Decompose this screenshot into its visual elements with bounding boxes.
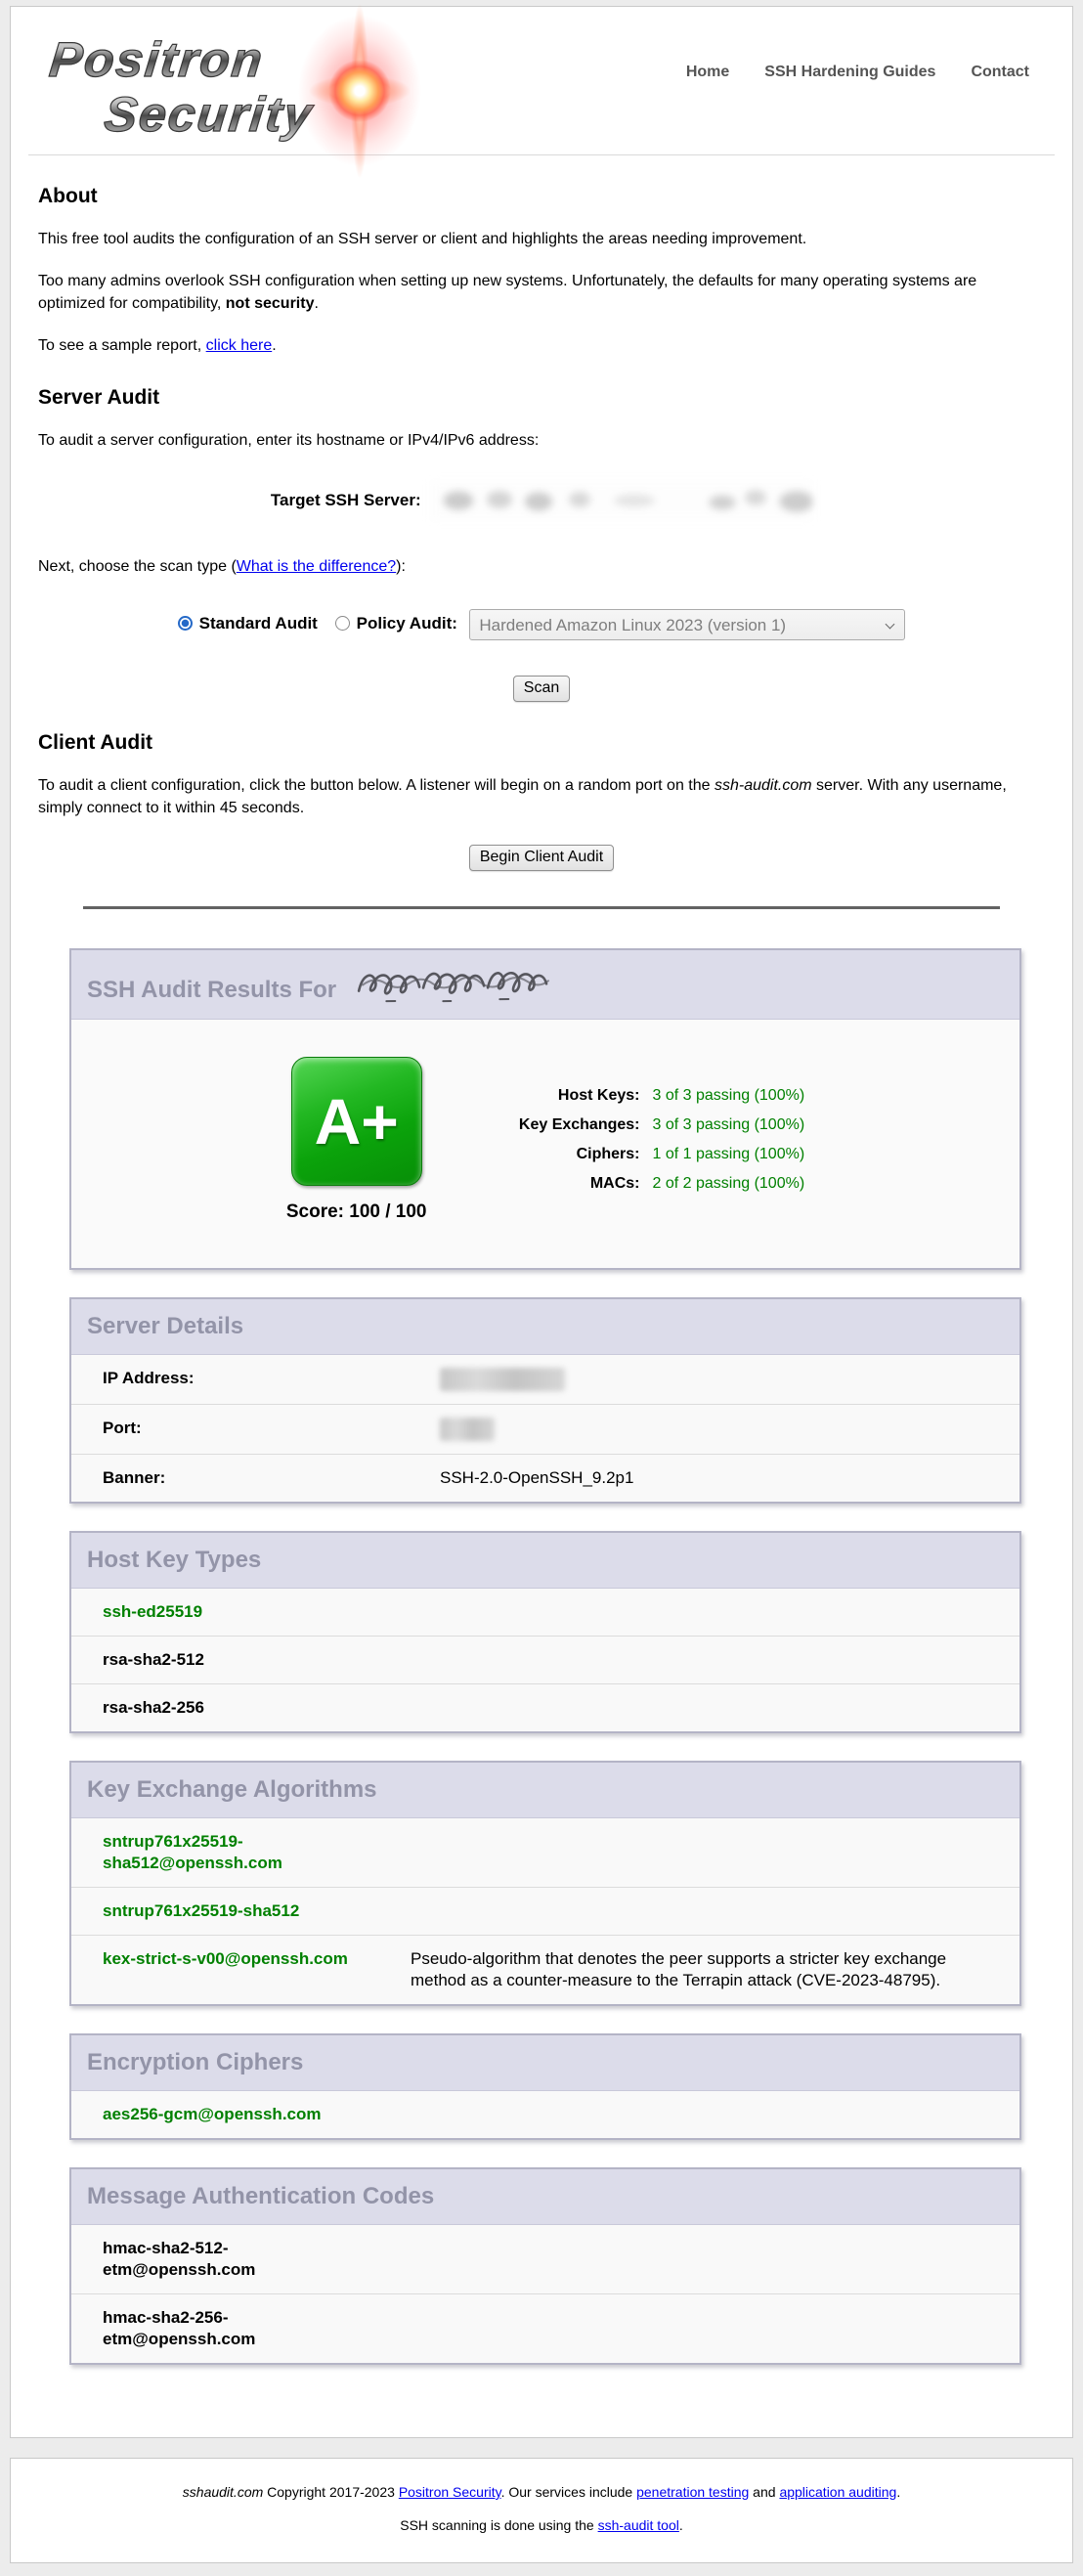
scan-button[interactable]: Scan (512, 676, 571, 702)
table-row: rsa-sha2-256 (71, 1683, 1019, 1731)
target-server-row: Target SSH Server: (38, 481, 1045, 520)
table-row: Port: (71, 1404, 1019, 1455)
kex-item: sntrup761x25519-sha512@openssh.com (103, 1832, 282, 1872)
target-server-input[interactable] (431, 481, 813, 520)
kex-item: sntrup761x25519-sha512 (71, 1887, 379, 1936)
site-footer: sshaudit.com Copyright 2017-2023 Positro… (10, 2458, 1073, 2563)
detail-label-ip: IP Address: (103, 1369, 195, 1387)
ssh-audit-tool-link[interactable]: ssh-audit tool (597, 2517, 679, 2533)
host-key-types-header: Host Key Types (71, 1533, 1019, 1589)
results-panel-header: SSH Audit Results For (71, 950, 1019, 1020)
table-row: ssh-ed25519 (71, 1589, 1019, 1637)
server-details-header: Server Details (71, 1299, 1019, 1355)
score-label: Score: 100 / 100 (285, 1201, 427, 1222)
redacted-port-value (440, 1418, 495, 1441)
server-audit-intro: To audit a server configuration, enter i… (38, 432, 540, 449)
results-panel: SSH Audit Results For A+ Score: 100 / 10… (69, 948, 1021, 1270)
standard-audit-radio[interactable] (177, 616, 193, 632)
scan-type-difference-link[interactable]: What is the difference? (236, 558, 397, 575)
results-stats: Host Keys: 3 of 3 passing (100%) Key Exc… (484, 1081, 805, 1199)
footer-domain: sshaudit.com (182, 2484, 264, 2500)
scan-type-paragraph: Next, choose the scan type (What is the … (38, 558, 406, 575)
nav-contact[interactable]: Contact (971, 64, 1029, 80)
detail-value-port (409, 1404, 1019, 1455)
stats-row-key-exchanges: Key Exchanges: 3 of 3 passing (100%) (518, 1116, 805, 1133)
footer-line-1: sshaudit.com Copyright 2017-2023 Positro… (182, 2484, 901, 2500)
table-row: Banner: SSH-2.0-OpenSSH_9.2p1 (71, 1454, 1019, 1502)
policy-audit-label[interactable]: Policy Audit: (356, 614, 457, 633)
detail-label-port: Port: (71, 1404, 409, 1455)
stats-row-macs: MACs: 2 of 2 passing (100%) (589, 1175, 805, 1192)
server-audit-heading: Server Audit (38, 386, 160, 409)
penetration-testing-link[interactable]: penetration testing (636, 2484, 750, 2500)
client-audit-heading: Client Audit (38, 731, 153, 754)
redacted-ip-value (440, 1368, 565, 1391)
policy-audit-radio[interactable] (334, 616, 350, 632)
sample-report-paragraph: To see a sample report, click here. (38, 337, 277, 354)
detail-value-banner: SSH-2.0-OpenSSH_9.2p1 (409, 1454, 1019, 1502)
nav-ssh-hardening-guides[interactable]: SSH Hardening Guides (764, 64, 936, 80)
table-row: kex-strict-s-v00@openssh.com Pseudo-algo… (71, 1935, 1019, 2004)
main-container: Positron Security Home SSH Hardening Gui… (10, 0, 1073, 2438)
macs-panel: Message Authentication Codes hmac-sha2-5… (69, 2167, 1021, 2365)
about-heading: About (38, 185, 98, 207)
ssh-audit-domain: ssh-audit.com (714, 777, 812, 794)
logo-text-security: Security (101, 86, 491, 142)
policy-select-wrap: Hardened Amazon Linux 2023 (version 1) (469, 609, 906, 640)
key-exchange-header: Key Exchange Algorithms (71, 1763, 1019, 1818)
logo-text-positron: Positron (46, 31, 267, 87)
table-row: hmac-sha2-256-etm@openssh.com (71, 2293, 1019, 2363)
table-row: rsa-sha2-512 (71, 1636, 1019, 1684)
encryption-ciphers-header: Encryption Ciphers (71, 2035, 1019, 2091)
server-details-panel: Server Details IP Address: Port: Banner:… (69, 1297, 1021, 1504)
sample-report-link[interactable]: click here (205, 337, 273, 354)
client-audit-paragraph: To audit a client configuration, click t… (38, 777, 1007, 816)
host-key-types-panel: Host Key Types ssh-ed25519 rsa-sha2-512 … (69, 1531, 1021, 1733)
positron-security-link[interactable]: Positron Security (398, 2484, 501, 2500)
policy-select[interactable]: Hardened Amazon Linux 2023 (version 1) (469, 609, 906, 640)
results-body: A+ Score: 100 / 100 Host Keys: 3 of 3 pa… (71, 1020, 1019, 1268)
key-exchange-panel: Key Exchange Algorithms sntrup761x25519-… (69, 1761, 1021, 2006)
cipher-item: aes256-gcm@openssh.com (103, 2105, 322, 2123)
about-paragraph-2: Too many admins overlook SSH configurati… (38, 273, 977, 312)
grade-column: A+ Score: 100 / 100 (286, 1057, 427, 1223)
not-security-emphasis: not security (225, 295, 315, 312)
nav-home[interactable]: Home (685, 64, 730, 80)
section-divider (83, 906, 1000, 909)
detail-value-ip (409, 1355, 1019, 1405)
standard-audit-label[interactable]: Standard Audit (198, 614, 318, 633)
host-key-item: ssh-ed25519 (103, 1602, 203, 1621)
mac-item: hmac-sha2-256-etm@openssh.com (71, 2293, 379, 2363)
site-header: Positron Security Home SSH Hardening Gui… (28, 0, 1055, 216)
scan-type-options: Standard Audit Policy Audit: Hardened Am… (38, 609, 1045, 640)
about-paragraph-1: This free tool audits the configuration … (38, 231, 807, 247)
begin-client-audit-button[interactable]: Begin Client Audit (468, 845, 615, 871)
stats-row-ciphers: Ciphers: 1 of 1 passing (100%) (576, 1146, 805, 1162)
host-key-item: rsa-sha2-256 (71, 1683, 379, 1731)
kex-item: kex-strict-s-v00@openssh.com (71, 1935, 379, 2004)
host-key-item: rsa-sha2-512 (71, 1636, 379, 1684)
stats-row-host-keys: Host Keys: 3 of 3 passing (100%) (557, 1087, 805, 1104)
table-row: sntrup761x25519-sha512@openssh.com (71, 1818, 1019, 1888)
macs-header: Message Authentication Codes (71, 2169, 1019, 2225)
grade-badge: A+ (290, 1057, 422, 1186)
table-row: hmac-sha2-512-etm@openssh.com (71, 2225, 1019, 2294)
main-nav: Home SSH Hardening Guides Contact (686, 64, 1029, 81)
target-server-label: Target SSH Server: (270, 491, 421, 509)
positron-security-logo: Positron Security (28, 0, 491, 216)
results-title: SSH Audit Results For (87, 977, 337, 1003)
application-auditing-link[interactable]: application auditing (779, 2484, 897, 2500)
detail-label-banner: Banner: (71, 1454, 409, 1502)
table-row: sntrup761x25519-sha512 (71, 1887, 1019, 1936)
footer-line-2: SSH scanning is done using the ssh-audit… (400, 2517, 683, 2533)
table-row: aes256-gcm@openssh.com (71, 2091, 1019, 2138)
mac-item: hmac-sha2-512-etm@openssh.com (103, 2239, 256, 2279)
encryption-ciphers-panel: Encryption Ciphers aes256-gcm@openssh.co… (69, 2033, 1021, 2140)
kex-item-note: Pseudo-algorithm that denotes the peer s… (379, 1935, 1019, 2004)
table-row: IP Address: (71, 1355, 1019, 1405)
redacted-hostname-scribble (357, 971, 549, 1003)
